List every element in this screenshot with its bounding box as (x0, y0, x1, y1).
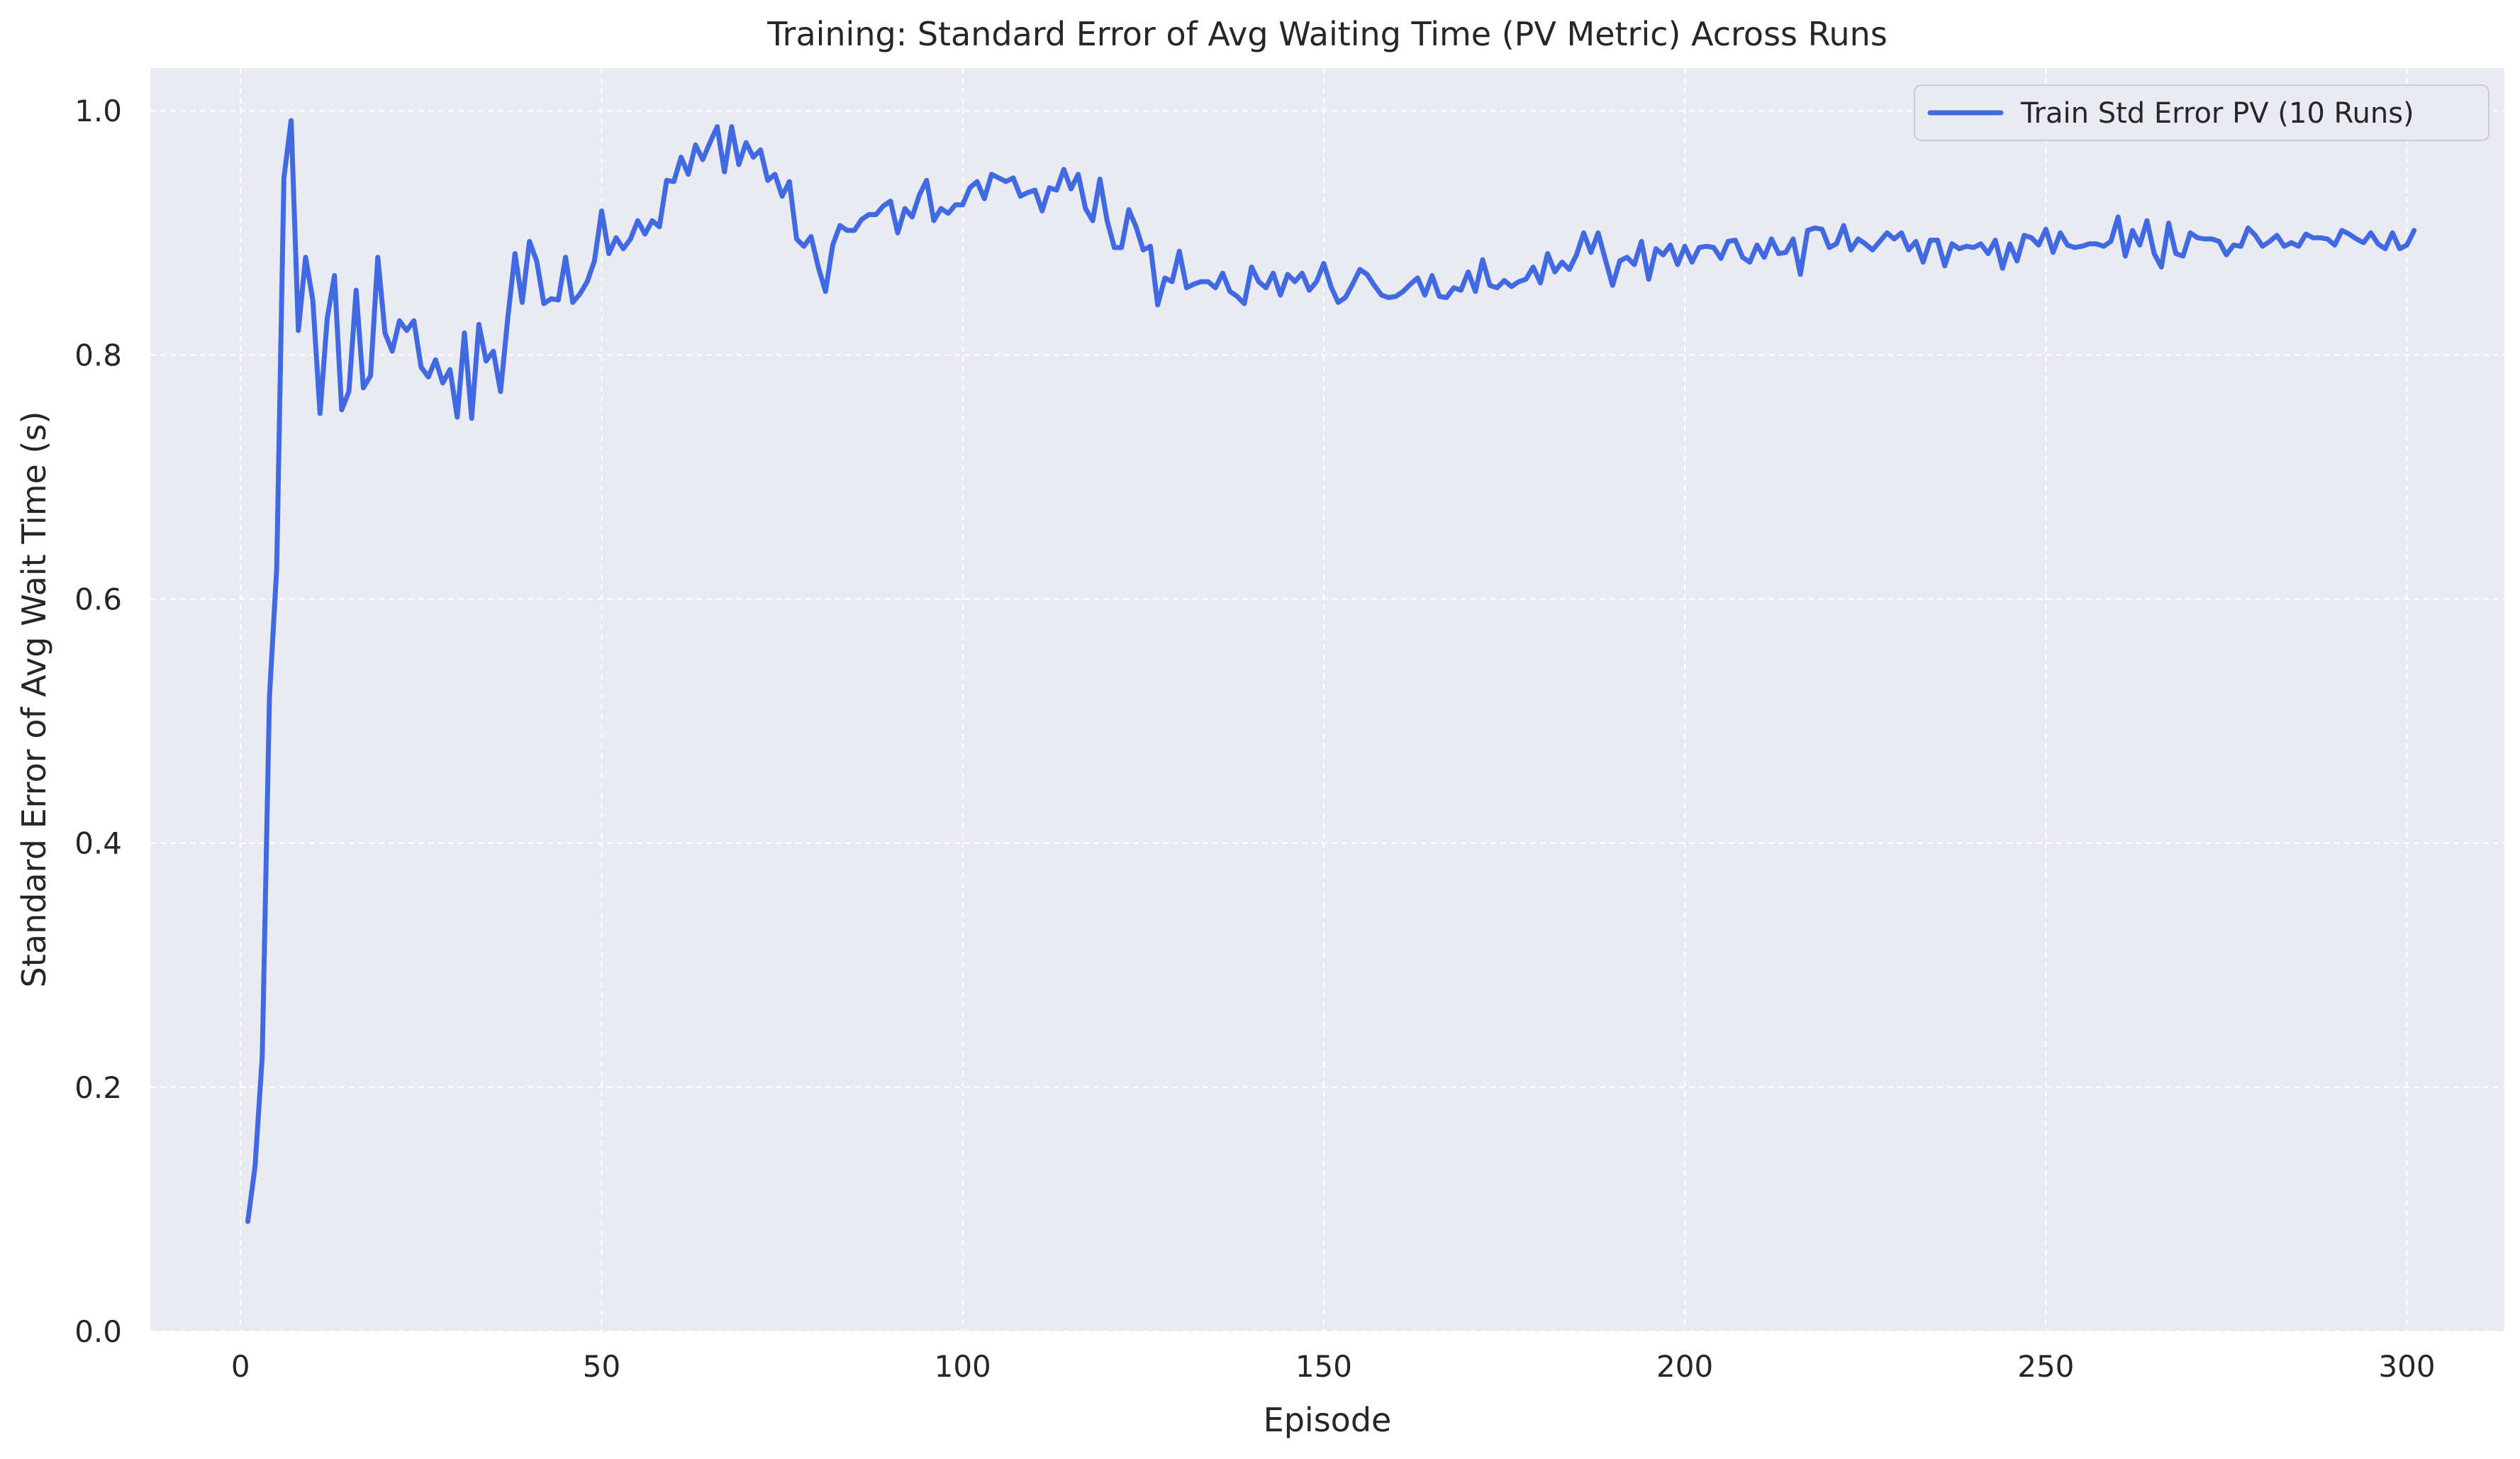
gridlines (150, 68, 2504, 1332)
x-tick-label: 50 (583, 1349, 620, 1384)
series-line-train-std-error-pv (245, 118, 2417, 1224)
y-tick-label: 0.4 (74, 826, 122, 861)
x-tick-label: 150 (1295, 1349, 1352, 1384)
y-tick-label: 0.2 (74, 1070, 122, 1105)
x-axis-ticks: 0 50 100 150 200 250 300 (231, 1349, 2436, 1384)
legend: Train Std Error PV (10 Runs) (1914, 84, 2490, 141)
y-axis-ticks: 0.0 0.2 0.4 0.6 0.8 1.0 (74, 94, 122, 1349)
x-tick-label: 250 (2017, 1349, 2074, 1384)
y-axis-label: Standard Error of Avg Wait Time (s) (15, 411, 53, 988)
y-tick-label: 0.0 (74, 1314, 122, 1349)
y-tick-label: 0.8 (74, 338, 122, 372)
legend-box (1914, 84, 2490, 141)
legend-entry-label: Train Std Error PV (10 Runs) (2020, 97, 2414, 130)
x-tick-label: 100 (935, 1349, 991, 1384)
y-tick-label: 1.0 (74, 94, 122, 128)
x-axis-label: Episode (1264, 1401, 1392, 1439)
chart-title: Training: Standard Error of Avg Waiting … (766, 15, 1888, 53)
x-tick-label: 200 (1656, 1349, 1713, 1384)
y-tick-label: 0.6 (74, 582, 122, 617)
x-tick-label: 300 (2378, 1349, 2435, 1384)
x-tick-label: 0 (231, 1349, 250, 1384)
plot-area (150, 68, 2504, 1331)
series-layer (245, 118, 2417, 1224)
